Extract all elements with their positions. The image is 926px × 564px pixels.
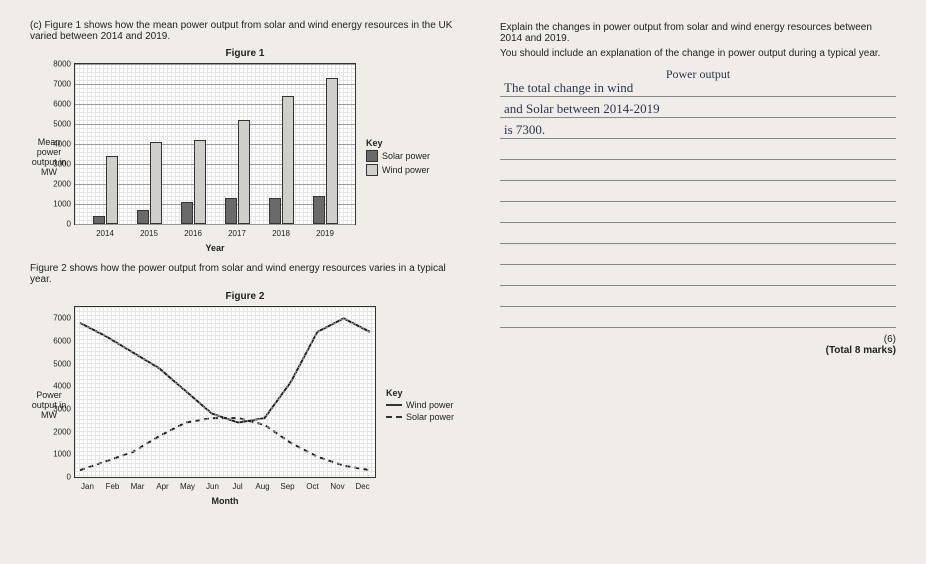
- bar-group: [262, 96, 300, 224]
- figure2-wrap: Power output in MW 010002000300040005000…: [30, 306, 460, 506]
- bar-group: [218, 120, 256, 224]
- fig1-legend-title: Key: [366, 138, 430, 148]
- fig1-legend-wind: Wind power: [366, 164, 430, 176]
- fig1-legend-solar: Solar power: [366, 150, 430, 162]
- answer-line[interactable]: [500, 288, 896, 307]
- instruction-1: Explain the changes in power output from…: [500, 22, 896, 44]
- answer-line[interactable]: The total change in wind: [500, 78, 896, 97]
- figure2-intro: Figure 2 shows how the power output from…: [30, 263, 460, 285]
- bar-group: [130, 142, 168, 224]
- fig2-legend-wind: Wind power: [386, 400, 454, 410]
- fig2-x-label: Month: [74, 496, 376, 506]
- answer-line[interactable]: is 7300.: [500, 120, 896, 139]
- answer-line[interactable]: [500, 225, 896, 244]
- handwriting-line1: The total change in wind: [504, 80, 633, 96]
- answer-line[interactable]: [500, 141, 896, 160]
- left-column: (c) Figure 1 shows how the mean power ou…: [30, 20, 460, 544]
- figure2-chart: 01000200030004000500060007000 JanFebMarA…: [74, 306, 376, 478]
- figure1-wrap: Mean power output in MW 0100020003000400…: [30, 63, 460, 253]
- fig1-x-label: Year: [74, 243, 356, 253]
- instruction-2: You should include an explanation of the…: [500, 48, 896, 59]
- figure1-chart: 010002000300040005000600070008000 201420…: [74, 63, 356, 225]
- answer-line[interactable]: [500, 204, 896, 223]
- handwriting-line3: is 7300.: [504, 122, 545, 138]
- bar-group: [86, 156, 124, 224]
- question-intro: (c) Figure 1 shows how the mean power ou…: [30, 20, 460, 42]
- marks-total: (Total 8 marks): [826, 345, 896, 356]
- fig2-legend-title: Key: [386, 388, 454, 398]
- fig1-legend: Key Solar power Wind power: [366, 138, 430, 178]
- right-column: Explain the changes in power output from…: [500, 20, 896, 544]
- bar-group: [174, 140, 212, 224]
- answer-line[interactable]: [500, 267, 896, 286]
- answer-area: Power output The total change in wind an…: [500, 67, 896, 328]
- figure1-title: Figure 1: [30, 48, 460, 59]
- answer-line[interactable]: [500, 183, 896, 202]
- marks-block: (6) (Total 8 marks): [500, 334, 896, 356]
- answer-line[interactable]: [500, 309, 896, 328]
- answer-line[interactable]: and Solar between 2014-2019: [500, 99, 896, 118]
- bar-group: [306, 78, 344, 224]
- marks-number: (6): [500, 334, 896, 345]
- handwriting-line2: and Solar between 2014-2019: [504, 101, 660, 117]
- fig2-legend-solar: Solar power: [386, 412, 454, 422]
- answer-line[interactable]: [500, 246, 896, 265]
- fig2-legend: Key Wind power Solar power: [386, 388, 454, 424]
- figure2-title: Figure 2: [30, 291, 460, 302]
- answer-line[interactable]: [500, 162, 896, 181]
